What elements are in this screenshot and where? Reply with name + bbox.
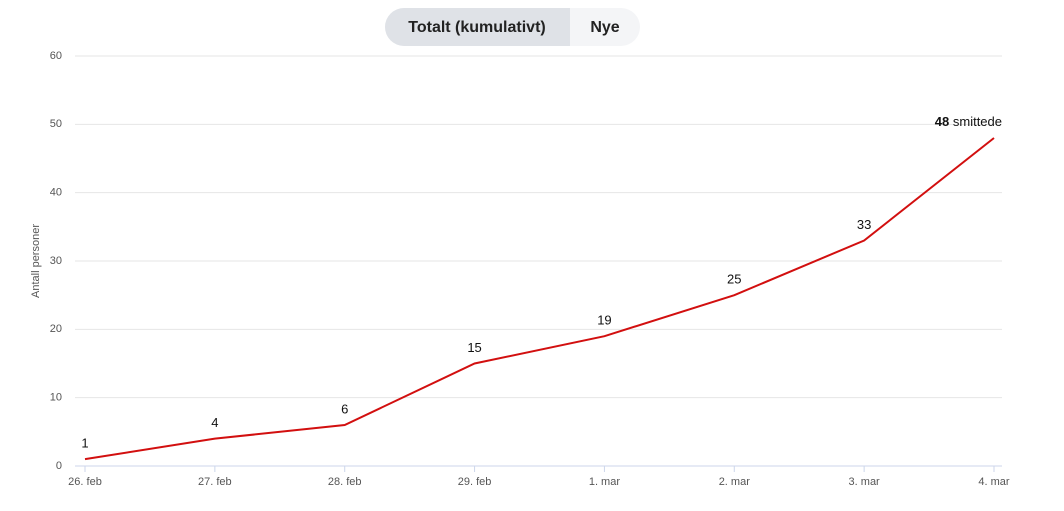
y-axis-label: Antall personer — [30, 224, 42, 298]
data-label: 19 — [597, 313, 611, 328]
tab[interactable]: Totalt (kumulativt) — [408, 19, 545, 36]
data-label: 15 — [467, 340, 481, 355]
y-tick-label: 10 — [50, 392, 62, 404]
tab-active-bg[interactable] — [385, 8, 570, 46]
x-tick-label: 28. feb — [328, 476, 362, 488]
data-label: 25 — [727, 272, 741, 287]
data-label: 33 — [857, 217, 871, 232]
data-label: 6 — [341, 401, 348, 416]
data-label: 1 — [81, 436, 88, 451]
x-tick-label: 2. mar — [719, 476, 751, 488]
y-tick-label: 40 — [50, 187, 62, 199]
x-tick-label: 1. mar — [589, 476, 621, 488]
data-label: 4 — [211, 415, 218, 430]
x-tick-label: 26. feb — [68, 476, 102, 488]
data-label-value: 48 — [935, 114, 949, 129]
y-tick-label: 50 — [50, 118, 62, 130]
annotation: smittede — [953, 114, 1002, 129]
tab[interactable]: Nye — [590, 19, 619, 36]
y-tick-label: 20 — [50, 323, 62, 335]
data-label: 48 smittede — [935, 114, 1002, 129]
y-tick-label: 0 — [56, 460, 62, 472]
x-tick-label: 29. feb — [458, 476, 492, 488]
x-tick-label: 4. mar — [978, 476, 1010, 488]
line — [84, 137, 995, 461]
y-tick-label: 60 — [50, 50, 62, 62]
x-tick-label: 3. mar — [849, 476, 881, 488]
x-tick-label: 27. feb — [198, 476, 232, 488]
y-tick-label: 30 — [50, 255, 62, 267]
